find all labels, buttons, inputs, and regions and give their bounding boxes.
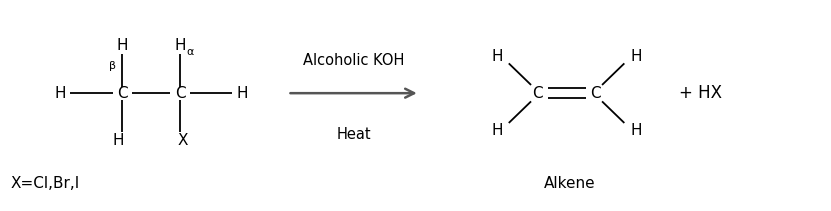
Text: C: C <box>175 86 185 101</box>
Text: Alkene: Alkene <box>543 176 595 191</box>
Text: β: β <box>109 61 116 72</box>
Text: H: H <box>112 133 124 148</box>
Text: C: C <box>533 86 543 101</box>
Text: X: X <box>178 133 188 148</box>
Text: H: H <box>55 86 66 101</box>
Text: H: H <box>175 38 186 53</box>
Text: Alcoholic KOH: Alcoholic KOH <box>303 53 404 68</box>
Text: + HX: + HX <box>679 84 722 102</box>
Text: C: C <box>117 86 128 101</box>
Text: H: H <box>116 38 128 53</box>
Text: H: H <box>630 49 642 64</box>
Text: Heat: Heat <box>337 127 371 142</box>
Text: α: α <box>186 47 194 57</box>
Text: H: H <box>491 49 503 64</box>
Text: C: C <box>590 86 601 101</box>
Text: X=Cl,Br,I: X=Cl,Br,I <box>11 176 81 191</box>
Text: H: H <box>236 86 248 101</box>
Text: H: H <box>630 123 642 138</box>
Text: H: H <box>491 123 503 138</box>
